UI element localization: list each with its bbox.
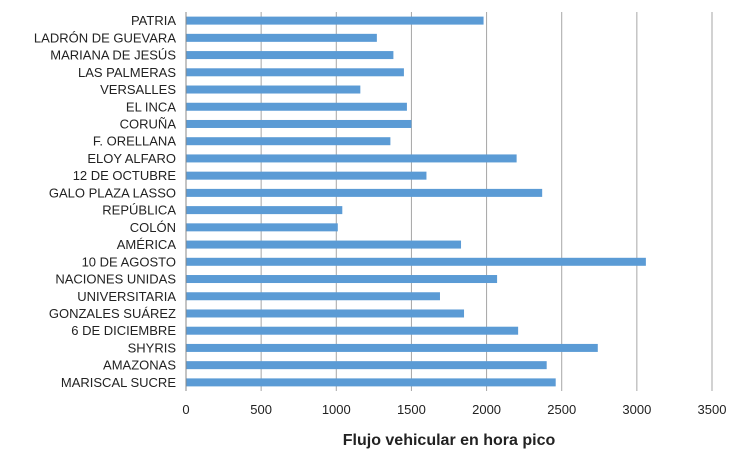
bar bbox=[186, 343, 598, 352]
bar bbox=[186, 223, 338, 232]
category-label: UNIVERSITARIA bbox=[77, 289, 176, 304]
category-label: AMAZONAS bbox=[103, 358, 176, 373]
x-tick-label: 3500 bbox=[698, 402, 727, 417]
bar bbox=[186, 51, 394, 60]
x-tick-labels: 0 500 1000 1500 2000 2500 3000 3500 bbox=[182, 402, 726, 417]
bar bbox=[186, 102, 407, 111]
category-label: 10 DE AGOSTO bbox=[82, 254, 176, 269]
bar bbox=[186, 240, 462, 249]
category-label: VERSALLES bbox=[100, 82, 176, 97]
bars bbox=[186, 16, 646, 387]
category-label: AMÉRICA bbox=[117, 237, 177, 252]
category-label: 6 DE DICIEMBRE bbox=[71, 323, 176, 338]
bar bbox=[186, 309, 465, 318]
bar bbox=[186, 16, 484, 25]
x-tick-label: 3000 bbox=[622, 402, 651, 417]
x-tick-label: 0 bbox=[182, 402, 189, 417]
x-axis-title: Flujo vehicular en hora pico bbox=[343, 432, 556, 449]
bar bbox=[186, 326, 519, 335]
bar bbox=[186, 171, 427, 180]
x-tick-label: 500 bbox=[250, 402, 272, 417]
bar bbox=[186, 292, 440, 301]
bar bbox=[186, 137, 391, 146]
category-labels: PATRIA LADRÓN DE GUEVARA MARIANA DE JESÚS L… bbox=[34, 13, 176, 390]
category-label: CORUÑA bbox=[120, 116, 177, 131]
bar bbox=[186, 361, 547, 370]
x-tick-label: 1500 bbox=[397, 402, 426, 417]
category-label: SHYRIS bbox=[128, 340, 177, 355]
category-label: PATRIA bbox=[131, 13, 176, 28]
bar bbox=[186, 85, 361, 94]
category-label: REPÚBLICA bbox=[102, 203, 176, 218]
category-label: GALO PLAZA LASSO bbox=[49, 185, 176, 200]
bar bbox=[186, 206, 343, 215]
bar bbox=[186, 68, 404, 77]
x-tick-label: 2500 bbox=[547, 402, 576, 417]
bar bbox=[186, 188, 543, 197]
x-tick-label: 1000 bbox=[322, 402, 351, 417]
category-label: MARIANA DE JESÚS bbox=[50, 48, 176, 63]
bar bbox=[186, 33, 377, 42]
category-label: F. ORELLANA bbox=[93, 134, 176, 149]
x-tick-label: 2000 bbox=[472, 402, 501, 417]
category-label: EL INCA bbox=[126, 99, 176, 114]
bar bbox=[186, 275, 498, 284]
bar bbox=[186, 378, 556, 387]
category-label: GONZALES SUÁREZ bbox=[49, 306, 176, 321]
bar bbox=[186, 154, 517, 163]
category-label: MARISCAL SUCRE bbox=[61, 375, 176, 390]
category-label: 12 DE OCTUBRE bbox=[73, 168, 177, 183]
category-label: COLÓN bbox=[130, 220, 176, 235]
category-label: ELOY ALFARO bbox=[87, 151, 176, 166]
category-label: NACIONES UNIDAS bbox=[55, 272, 176, 287]
category-label: LADRÓN DE GUEVARA bbox=[34, 30, 176, 45]
bar bbox=[186, 257, 646, 266]
bar bbox=[186, 119, 412, 128]
category-label: LAS PALMERAS bbox=[78, 65, 176, 80]
